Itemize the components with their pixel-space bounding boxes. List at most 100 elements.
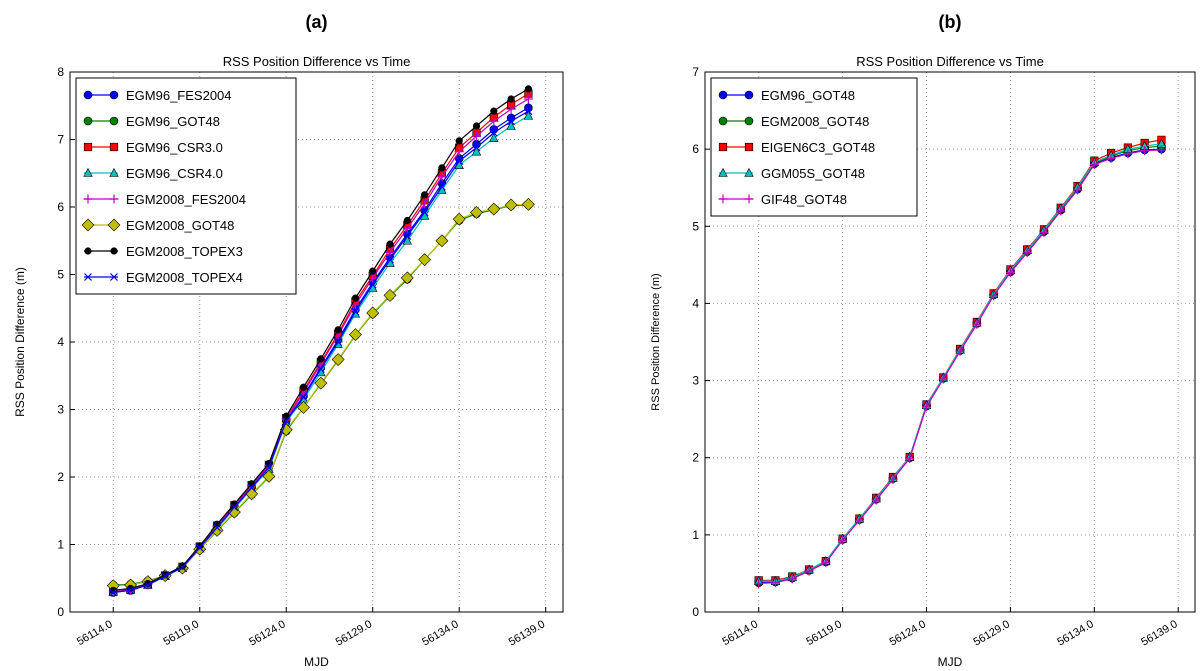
marker bbox=[1039, 227, 1049, 237]
marker bbox=[317, 355, 325, 363]
marker bbox=[420, 208, 429, 217]
marker bbox=[126, 586, 135, 595]
marker bbox=[521, 197, 535, 211]
marker bbox=[523, 94, 533, 104]
legend-label: EGM96_CSR3.0 bbox=[126, 140, 223, 155]
x-tick-label: 56129.0 bbox=[971, 618, 1011, 648]
marker bbox=[386, 255, 394, 264]
legend-label: EGM2008_GOT48 bbox=[126, 218, 234, 233]
marker bbox=[351, 307, 360, 316]
marker bbox=[905, 453, 915, 463]
marker bbox=[83, 167, 93, 177]
marker bbox=[262, 469, 276, 483]
marker bbox=[718, 194, 728, 204]
legend-label: GGM05S_GOT48 bbox=[761, 166, 865, 181]
marker bbox=[386, 240, 394, 248]
x-axis-label: MJD bbox=[938, 655, 963, 669]
marker bbox=[472, 143, 481, 152]
marker bbox=[718, 116, 728, 126]
legend-label: EGM96_FES2004 bbox=[126, 88, 232, 103]
marker bbox=[1073, 185, 1083, 195]
marker bbox=[420, 199, 430, 209]
x-tick-label: 56114.0 bbox=[75, 618, 115, 648]
marker bbox=[452, 212, 466, 226]
marker bbox=[804, 566, 814, 576]
marker bbox=[297, 401, 310, 414]
marker bbox=[507, 95, 515, 103]
y-tick-label: 4 bbox=[692, 296, 699, 310]
marker bbox=[143, 581, 152, 589]
panel-label: (a) bbox=[306, 12, 328, 32]
marker bbox=[368, 273, 378, 283]
marker bbox=[489, 128, 498, 137]
marker bbox=[107, 218, 121, 232]
marker bbox=[938, 374, 948, 384]
marker bbox=[454, 147, 464, 157]
chart-title: RSS Position Difference vs Time bbox=[223, 54, 411, 69]
marker bbox=[421, 191, 429, 199]
x-tick-label: 56139.0 bbox=[507, 618, 547, 648]
marker bbox=[472, 122, 481, 130]
marker bbox=[84, 247, 92, 255]
plot-frame bbox=[704, 71, 1196, 613]
legend-label: EGM96_CSR4.0 bbox=[126, 166, 223, 181]
marker bbox=[299, 393, 308, 402]
marker bbox=[334, 326, 342, 334]
y-tick-label: 0 bbox=[692, 605, 699, 619]
marker bbox=[213, 523, 221, 532]
legend-label: EIGEN6C3_GOT48 bbox=[761, 140, 875, 155]
x-tick-label: 56119.0 bbox=[162, 618, 202, 648]
x-tick-label: 56134.0 bbox=[1055, 618, 1095, 648]
marker bbox=[316, 365, 325, 373]
marker bbox=[504, 198, 518, 212]
marker bbox=[718, 90, 728, 100]
marker bbox=[770, 578, 780, 588]
marker bbox=[299, 383, 308, 391]
legend-label: EGM2008_TOPEX3 bbox=[126, 244, 243, 259]
x-axis-label: MJD bbox=[304, 655, 329, 669]
marker bbox=[1005, 268, 1015, 278]
x-tick-label: 56124.0 bbox=[247, 618, 287, 648]
marker bbox=[922, 402, 932, 412]
marker bbox=[418, 253, 432, 267]
y-tick-label: 2 bbox=[692, 451, 699, 465]
marker bbox=[854, 515, 864, 525]
marker bbox=[744, 194, 754, 204]
marker bbox=[871, 495, 881, 505]
marker bbox=[1140, 146, 1150, 156]
marker bbox=[402, 224, 412, 234]
legend-label: EGM96_GOT48 bbox=[761, 88, 855, 103]
x-tick-label: 56114.0 bbox=[720, 618, 760, 648]
y-tick-label: 1 bbox=[692, 528, 699, 542]
marker bbox=[110, 273, 118, 281]
y-tick-label: 0 bbox=[57, 605, 64, 619]
marker bbox=[472, 131, 482, 141]
marker bbox=[265, 463, 273, 472]
marker bbox=[109, 167, 119, 177]
plot-frame bbox=[69, 71, 564, 613]
marker bbox=[489, 133, 499, 142]
marker bbox=[196, 542, 204, 550]
marker bbox=[331, 353, 345, 366]
marker bbox=[1089, 160, 1099, 170]
marker bbox=[744, 90, 754, 100]
marker bbox=[455, 157, 464, 166]
marker bbox=[838, 535, 848, 545]
marker bbox=[955, 346, 965, 356]
marker bbox=[437, 182, 446, 191]
legend-label: GIF48_GOT48 bbox=[761, 192, 847, 207]
marker bbox=[109, 588, 118, 597]
marker bbox=[366, 306, 380, 320]
y-axis-label: RSS Position Difference (m) bbox=[650, 273, 662, 410]
marker bbox=[368, 280, 377, 289]
marker bbox=[109, 90, 119, 100]
marker bbox=[506, 104, 516, 114]
marker bbox=[972, 319, 982, 329]
chart-title: RSS Position Difference vs Time bbox=[856, 54, 1044, 69]
x-tick-label: 56129.0 bbox=[334, 618, 374, 648]
marker bbox=[402, 235, 413, 245]
legend-box bbox=[75, 77, 297, 295]
marker bbox=[490, 107, 498, 115]
marker bbox=[888, 474, 898, 484]
